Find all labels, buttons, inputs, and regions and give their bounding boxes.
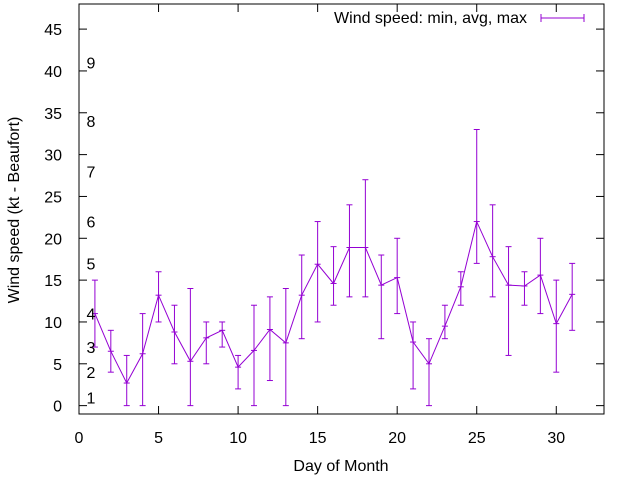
y-tick-label: 0 — [53, 399, 62, 416]
beaufort-label: 5 — [87, 256, 96, 273]
tick-marks — [78, 4, 604, 414]
x-tick-label: 10 — [229, 430, 247, 447]
x-tick-label: 30 — [547, 430, 565, 447]
x-tick-label: 25 — [468, 430, 486, 447]
y-tick-label: 30 — [44, 148, 62, 165]
beaufort-label: 8 — [87, 114, 96, 131]
legend-label: Wind speed: min, avg, max — [334, 10, 527, 27]
y-tick-label: 5 — [53, 357, 62, 374]
legend: Wind speed: min, avg, max — [334, 10, 585, 27]
beaufort-label: 1 — [87, 390, 96, 407]
y-tick-label: 20 — [44, 231, 62, 248]
y-tick-label: 10 — [44, 315, 62, 332]
plot-frame — [78, 3, 605, 415]
beaufort-label: 2 — [87, 365, 96, 382]
y-tick-label: 40 — [44, 64, 62, 81]
x-axis-title: Day of Month — [293, 458, 388, 475]
series-layer — [91, 129, 576, 407]
y-axis-title: Wind speed (kt - Beaufort) — [6, 117, 23, 304]
beaufort-label: 6 — [87, 215, 96, 232]
beaufort-label: 7 — [87, 164, 96, 181]
y-tick-label: 15 — [44, 273, 62, 290]
beaufort-label: 9 — [87, 56, 96, 73]
beaufort-label: 3 — [87, 340, 96, 357]
beaufort-label: 4 — [87, 307, 96, 324]
y-tick-label: 45 — [44, 22, 62, 39]
y-tick-label: 35 — [44, 106, 62, 123]
x-tick-label: 15 — [309, 430, 327, 447]
x-tick-label: 20 — [388, 430, 406, 447]
x-tick-label: 0 — [75, 430, 84, 447]
x-tick-label: 5 — [154, 430, 163, 447]
y-tick-label: 25 — [44, 189, 62, 206]
